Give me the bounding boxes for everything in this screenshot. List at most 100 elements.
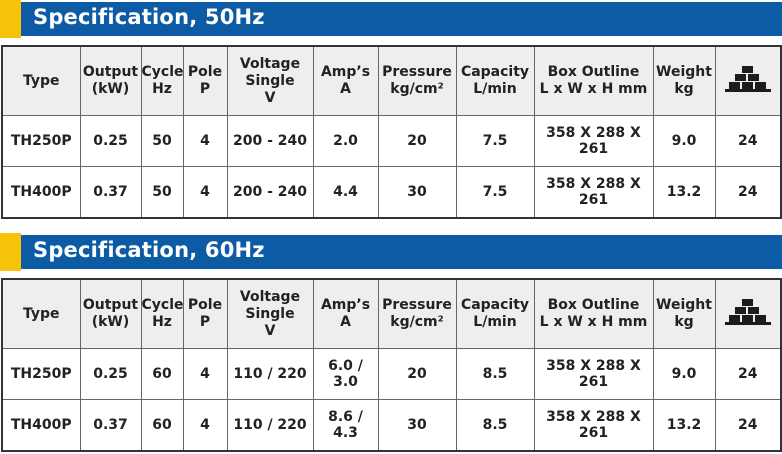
header-unit: V [264,89,276,106]
header-unit: P [199,81,211,97]
header-unit: P [199,314,211,330]
header-unit: A [340,81,351,97]
header-unit: kg [674,81,694,97]
table-cell: 24 [714,399,782,452]
header-unit: V [264,322,276,339]
spec-section-60hz: Specification, 60Hz Type Output (kW) Cycl… [0,233,782,452]
table-cell: 6.0 / 3.0 [312,348,379,400]
spec-section-50hz: Specification, 50Hz Type Output (kW) Cycl… [0,0,782,219]
spec-table: Type Output (kW) Cycle Hz Pole P Voltage Sin… [1,278,782,452]
table-cell: 2.0 [312,115,379,167]
section-banner: Specification, 50Hz [0,0,782,38]
header-label: Box Outline [547,64,640,80]
pallet-stack-icon [724,298,771,325]
table-cell: 24 [714,115,782,167]
header-output: Output (kW) [79,278,142,349]
header-weight: Weight kg [652,45,716,116]
header-label: Voltage [239,55,301,72]
table-row: TH250P 0.25 60 4 110 / 220 6.0 / 3.0 20 8.5 358 … [1,348,782,400]
table-cell: 0.25 [79,348,142,400]
table-cell: TH250P [1,348,81,400]
header-amps: Amp’s A [312,278,379,349]
header-type: Type [1,278,81,349]
table-cell: 20 [377,348,457,400]
table-cell: 30 [377,399,457,452]
table-cell: 50 [140,115,184,167]
table-cell: 13.2 [652,399,716,452]
table-cell: 110 / 220 [226,399,314,452]
header-pressure: Pressure kg/cm² [377,45,457,116]
table-cell: TH400P [1,399,81,452]
header-label: Weight [656,64,712,80]
header-label: Amp’s [320,297,371,313]
table-cell: 0.25 [79,115,142,167]
header-label: Capacity [460,64,530,80]
header-label: Pressure [382,297,452,313]
header-sub: Single [245,72,295,89]
table-cell: 200 - 240 [226,115,314,167]
table-cell: 358 X 288 X 261 [533,348,654,400]
header-weight: Weight kg [652,278,716,349]
header-output: Output (kW) [79,45,142,116]
table-cell: 13.2 [652,166,716,219]
table-cell: 7.5 [455,115,535,167]
header-label: Output [82,297,139,313]
header-label: Cycle [141,297,184,313]
header-unit: kg [674,314,694,330]
header-row: Type Output (kW) Cycle Hz Pole P Voltage Sin… [1,45,782,116]
table-cell: 4 [182,166,228,219]
table-cell: 24 [714,166,782,219]
table-row: TH250P 0.25 50 4 200 - 240 2.0 20 7.5 358 X 288 … [1,115,782,167]
header-voltage: Voltage Single V [226,45,314,116]
table-cell: 8.5 [455,348,535,400]
header-type: Type [1,45,81,116]
header-pallet [714,278,782,349]
table-cell: 4 [182,348,228,400]
header-cycle: Cycle Hz [140,45,184,116]
table-cell: 358 X 288 X 261 [533,115,654,167]
table-cell: 20 [377,115,457,167]
table-cell: 24 [714,348,782,400]
section-title: Specification, 50Hz [33,5,265,29]
header-label: Weight [656,297,712,313]
header-label: Capacity [460,297,530,313]
header-label: Cycle [141,64,184,80]
table-body: TH250P 0.25 60 4 110 / 220 6.0 / 3.0 20 8.5 358 … [1,348,782,452]
table-cell: 50 [140,166,184,219]
banner-bar [21,235,782,269]
table-cell: 0.37 [79,166,142,219]
header-capacity: Capacity L/min [455,45,535,116]
table-cell: 9.0 [652,348,716,400]
pallet-stack-icon [724,65,771,92]
header-cycle: Cycle Hz [140,278,184,349]
header-unit: kg/cm² [390,314,444,330]
header-unit: (kW) [91,314,130,330]
header-sub: Single [245,305,295,322]
table-cell: 4.4 [312,166,379,219]
header-type-label: Type [22,72,60,89]
header-label: Pole [187,64,223,80]
header-amps: Amp’s A [312,45,379,116]
table-cell: 60 [140,399,184,452]
header-unit: L x W x H mm [539,81,648,97]
header-label: Voltage [239,288,301,305]
header-pressure: Pressure kg/cm² [377,278,457,349]
header-capacity: Capacity L/min [455,278,535,349]
table-cell: 7.5 [455,166,535,219]
header-unit: (kW) [91,81,130,97]
header-label: Box Outline [547,297,640,313]
header-row: Type Output (kW) Cycle Hz Pole P Voltage Sin… [1,278,782,349]
header-pallet [714,45,782,116]
header-box-outline: Box Outline L x W x H mm [533,45,654,116]
table-cell: 0.37 [79,399,142,452]
header-label: Pole [187,297,223,313]
table-cell: 358 X 288 X 261 [533,399,654,452]
table-cell: 110 / 220 [226,348,314,400]
header-label: Output [82,64,139,80]
table-cell: 8.5 [455,399,535,452]
banner-bar [21,2,782,36]
table-cell: 200 - 240 [226,166,314,219]
table-cell: 60 [140,348,184,400]
header-box-outline: Box Outline L x W x H mm [533,278,654,349]
banner-accent [0,233,21,271]
